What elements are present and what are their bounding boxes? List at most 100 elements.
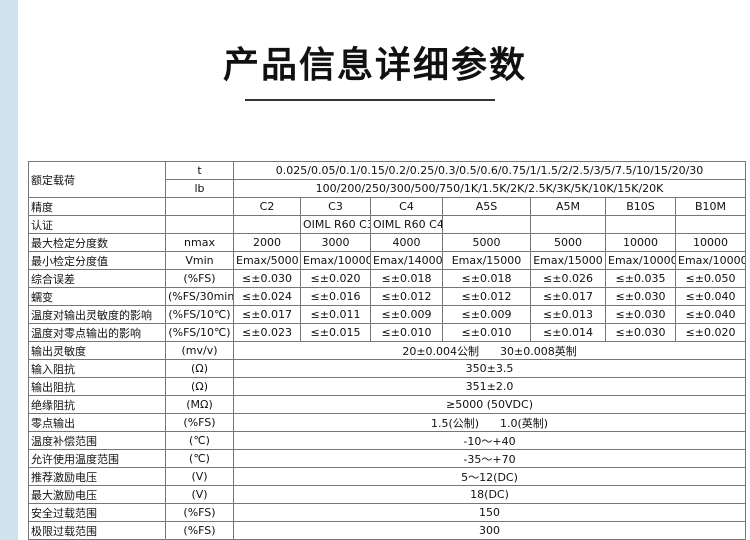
spec-row: 最大激励电压 (V) 18(DC) [28,485,747,504]
value-cell: ≤±0.018 [442,269,531,288]
value-cell: ≥5000 (50VDC) [232,395,747,414]
value-cell: 10000 [605,233,676,252]
value-cell: 300 [232,521,747,540]
value-cell: OIML R60 C3 [300,215,371,234]
value-cell: C2 [233,197,301,216]
spec-row: lb 100/200/250/300/500/750/1K/1.5K/2K/2.5… [29,179,747,198]
value-cell: 5000 [442,233,531,252]
spec-row: 绝缘阻抗 (MΩ) ≥5000 (50VDC) [28,395,747,414]
value-cell: ≤±0.010 [370,323,443,342]
row-label: 精度 [28,197,166,216]
spec-row: 允许使用温度范围 (℃) -35～+70 [28,449,747,468]
value-cell: A5M [530,197,606,216]
spec-table: 额定载荷 t 0.025/0.05/0.1/0.15/0.2/0.25/0.3/0.… [28,161,747,540]
unit: nmax [165,233,234,252]
value-cell: C4 [370,197,443,216]
value-cell: 0.025/0.05/0.1/0.15/0.2/0.25/0.3/0.5/0.6… [232,161,747,180]
value-cell: 351±2.0 [232,377,747,396]
unit: (mv/v) [165,341,234,360]
value-cell: 2000 [233,233,301,252]
row-label: 最大检定分度数 [28,233,166,252]
value-cell: ≤±0.030 [605,305,676,324]
unit: (V) [165,467,234,486]
spec-row: 输出灵敏度 (mv/v) 20±0.004公制 30±0.008英制 [28,341,747,360]
row-label: 额定载荷 [28,161,166,198]
spec-row: 蠕变 (%FS/30min) ≤±0.024 ≤±0.016 ≤±0.012 ≤±0.01… [28,287,747,306]
spec-row: 认证 OIML R60 C3 OIML R60 C4 [28,215,747,234]
unit: (Ω) [165,377,234,396]
unit: (%FS/10℃) [165,323,234,342]
unit: (MΩ) [165,395,234,414]
spec-row: 极限过载范围 (%FS) 300 [28,521,747,540]
value-cell: Emax/5000 [233,251,301,270]
unit [165,215,234,234]
spec-row: 零点输出 (%FS) 1.5(公制) 1.0(英制) [28,413,747,432]
spec-row: 安全过载范围 (%FS) 150 [28,503,747,522]
unit: t [165,161,234,180]
row-label: 安全过载范围 [28,503,166,522]
value-cell: B10S [605,197,676,216]
unit: (%FS/10℃) [165,305,234,324]
value-cell: ≤±0.012 [370,287,443,306]
value-cell: Emax/10000 [605,251,676,270]
spec-row: 最小检定分度值 Vmin Emax/5000 Emax/10000 Emax/14000… [28,251,747,270]
value-cell: ≤±0.040 [674,305,747,324]
value-cell: -10～+40 [232,431,747,450]
unit: (V) [165,485,234,504]
value-cell: A5S [442,197,531,216]
spec-row: 温度补偿范围 (℃) -10～+40 [28,431,747,450]
value-cell: 4000 [370,233,443,252]
value-cell: ≤±0.020 [300,269,371,288]
spec-row: 温度对零点输出的影响 (%FS/10℃) ≤±0.023 ≤±0.015 ≤±0.010… [28,323,747,342]
unit: lb [165,179,234,198]
spec-row: 综合误差 (%FS) ≤±0.030 ≤±0.020 ≤±0.018 ≤±0.018 ≤±0… [28,269,747,288]
value-cell: ≤±0.040 [674,287,747,306]
row-label: 温度对输出灵敏度的影响 [28,305,166,324]
unit [165,197,234,216]
value-cell: ≤±0.010 [442,323,531,342]
value-cell: ≤±0.020 [674,323,747,342]
value-cell: 10000 [674,233,747,252]
value-cell: ≤±0.012 [442,287,531,306]
value-cell: ≤±0.015 [300,323,371,342]
value-cell: ≤±0.050 [674,269,747,288]
value-cell: 350±3.5 [232,359,747,378]
spec-row: 温度对输出灵敏度的影响 (%FS/10℃) ≤±0.017 ≤±0.011 ≤±0.00… [28,305,747,324]
spec-row: 精度 C2 C3 C4 A5S A5M B10S B10M [28,197,747,216]
value-cell: ≤±0.009 [442,305,531,324]
value-cell: ≤±0.009 [370,305,443,324]
page-title: 产品信息详细参数 [222,45,527,86]
side-strip [0,0,18,540]
row-label: 允许使用温度范围 [28,449,166,468]
value-cell: ≤±0.026 [530,269,606,288]
unit: (℃) [165,431,234,450]
row-label: 输入阻抗 [28,359,166,378]
value-cell: OIML R60 C4 [370,215,443,234]
value-cell: ≤±0.017 [233,305,301,324]
value-cell: 18(DC) [232,485,747,504]
value-cell: ≤±0.013 [530,305,606,324]
value-cell: Emax/14000 [370,251,443,270]
value-cell: ≤±0.017 [530,287,606,306]
row-label: 温度对零点输出的影响 [28,323,166,342]
unit: (℃) [165,449,234,468]
row-label: 最大激励电压 [28,485,166,504]
unit: (%FS) [165,521,234,540]
unit: (Ω) [165,359,234,378]
value-cell: B10M [674,197,747,216]
value-cell: ≤±0.024 [233,287,301,306]
unit: (%FS) [165,503,234,522]
value-cell: ≤±0.030 [605,323,676,342]
value-cell [442,215,531,234]
value-cell [674,215,747,234]
value-cell: 150 [232,503,747,522]
row-label: 零点输出 [28,413,166,432]
row-label: 最小检定分度值 [28,251,166,270]
value-cell: 5～12(DC) [232,467,747,486]
value-cell: 20±0.004公制 30±0.008英制 [232,341,747,360]
value-cell: ≤±0.030 [605,287,676,306]
value-cell: 3000 [300,233,371,252]
unit: (%FS) [165,269,234,288]
value-cell: ≤±0.023 [233,323,301,342]
